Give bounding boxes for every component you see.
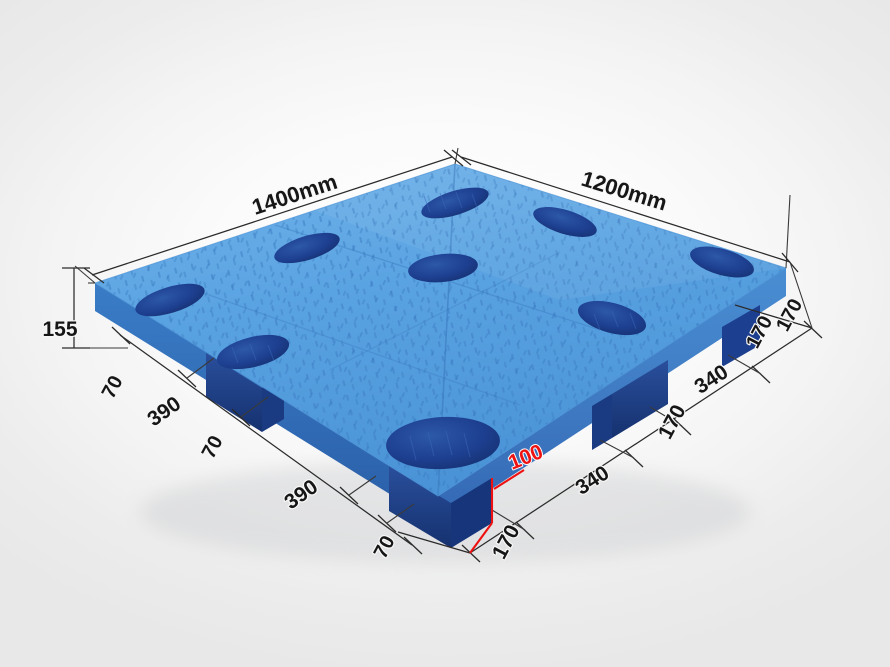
dim-width-1200 [451,149,799,273]
label-left-390-b: 390 [280,475,322,514]
label-foot-height-100: 100 [505,440,546,474]
label-right-170-d: 170 [772,295,807,335]
label-left-70-c: 70 [370,532,400,562]
dim-height-155 [62,267,128,349]
extension-lines [74,147,791,284]
label-right-340-b: 340 [691,360,733,398]
label-height-155: 155 [42,318,77,341]
label-length-1400: 1400mm [249,169,340,220]
label-right-170-a: 170 [488,521,525,563]
dim-foot-height-100 [469,469,525,554]
dim-chain-right [461,320,823,563]
dim-chain-front [397,531,471,554]
dim-right-outer [734,261,813,329]
label-right-170-b: 170 [654,401,691,443]
label-right-340-a: 340 [572,461,614,499]
dim-chain-left [111,326,423,555]
label-left-390-a: 390 [143,392,185,431]
label-left-70-a: 70 [98,372,128,402]
label-left-70-b: 70 [198,432,228,462]
pocket-ribs [231,191,637,461]
label-width-1200: 1200mm [579,166,671,216]
label-right-170-c: 170 [742,312,777,352]
dim-length-1400 [83,149,464,284]
